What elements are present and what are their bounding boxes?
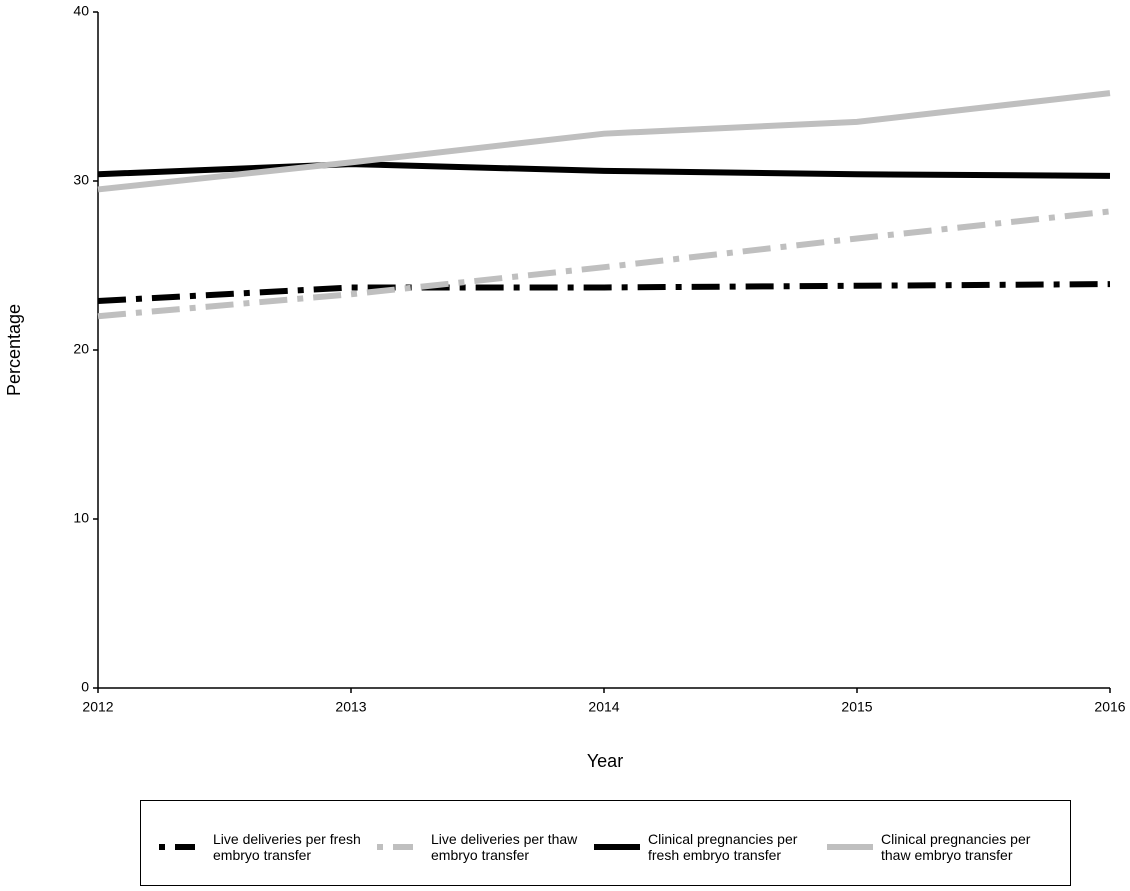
series-line [97, 281, 1111, 304]
x-tick-label: 2016 [1094, 699, 1125, 715]
y-tick-label: 40 [73, 3, 89, 19]
y-tick-label: 20 [73, 341, 89, 357]
series-line [97, 161, 1111, 179]
legend-swatch [594, 844, 640, 850]
y-tick-label: 0 [81, 679, 89, 695]
x-tick-label: 2014 [588, 699, 619, 715]
x-axis-title: Year [587, 751, 623, 771]
legend-entry: Live deliveries per fresh embryo transfe… [159, 831, 363, 863]
legend-entry: Live deliveries per thaw embryo transfer [377, 831, 583, 863]
legend-label: Live deliveries per fresh embryo transfe… [213, 831, 361, 863]
series-line [97, 90, 1111, 193]
legend-entry: Clinical pregnancies per fresh embryo tr… [594, 831, 820, 863]
x-tick-label: 2015 [841, 699, 872, 715]
legend-label: Clinical pregnancies per fresh embryo tr… [648, 831, 798, 863]
x-tick-label: 2012 [82, 699, 113, 715]
x-tick-label: 2013 [335, 699, 366, 715]
legend-swatch [827, 844, 873, 850]
legend-entry: Clinical pregnancies per thaw embryo tra… [827, 831, 1053, 863]
legend-swatch [377, 844, 423, 850]
y-tick-label: 10 [73, 510, 89, 526]
legend-label: Clinical pregnancies per thaw embryo tra… [881, 831, 1031, 863]
y-axis-title: Percentage [4, 304, 24, 396]
legend-label: Live deliveries per thaw embryo transfer [431, 831, 578, 863]
series-line [97, 208, 1111, 320]
y-tick-label: 30 [73, 172, 89, 188]
legend-swatch [159, 844, 205, 850]
legend: Live deliveries per fresh embryo transfe… [140, 800, 1071, 886]
